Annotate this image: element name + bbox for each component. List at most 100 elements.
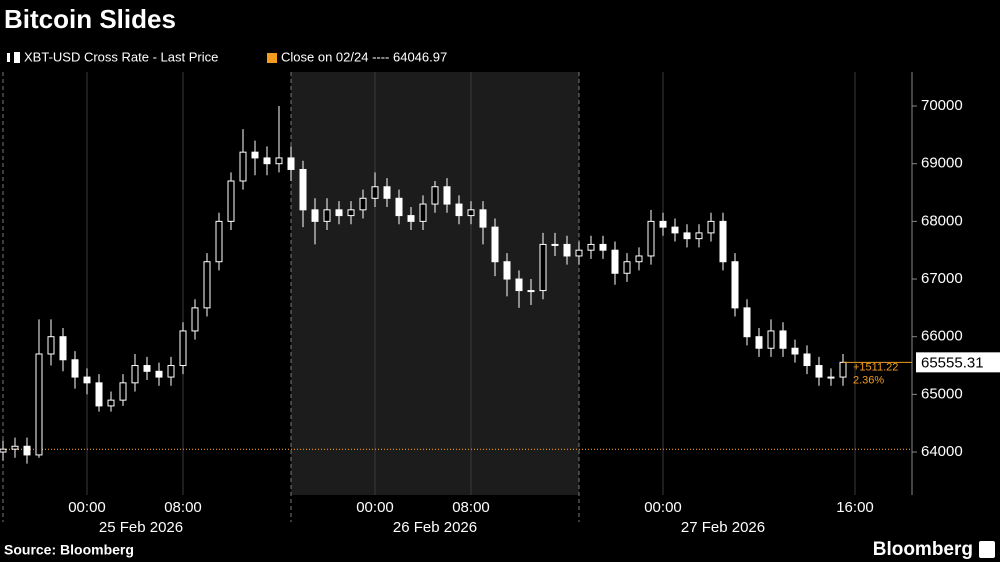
candle-body: [563, 243, 571, 257]
x-tick-label: 00:00: [644, 499, 682, 516]
y-tick-label: 64000: [921, 443, 963, 460]
candle-body: [635, 255, 643, 263]
candle-body: [0, 448, 7, 453]
candle-body: [455, 203, 463, 217]
y-tick-label: 70000: [921, 97, 963, 114]
candle-body: [11, 445, 19, 450]
candle-body: [227, 180, 235, 222]
candle-body: [527, 290, 535, 293]
candle-body: [659, 220, 667, 228]
candle-body: [671, 226, 679, 234]
candle-body: [551, 243, 559, 246]
candle-body: [395, 197, 403, 217]
date-label: 25 Feb 2026: [99, 519, 183, 536]
date-label: 27 Feb 2026: [681, 519, 765, 536]
candle-body: [755, 336, 763, 349]
candle-body: [155, 370, 163, 378]
candle-body: [107, 399, 115, 407]
candle-body: [347, 209, 355, 217]
candle-body: [839, 361, 847, 378]
candle-body: [215, 220, 223, 263]
brand-icon: [979, 541, 995, 558]
x-tick-label: 00:00: [356, 499, 394, 516]
candle-body: [299, 168, 307, 211]
candle-body: [179, 330, 187, 367]
candle-body: [359, 197, 367, 211]
candle-body: [611, 249, 619, 274]
candle-body: [35, 353, 43, 456]
candle-body: [803, 353, 811, 367]
candle-body: [443, 186, 451, 205]
candle-body: [791, 347, 799, 355]
candle-body: [815, 365, 823, 378]
candle-body: [71, 359, 79, 378]
candle-body: [251, 151, 259, 159]
candle-body: [767, 330, 775, 349]
candle-body: [275, 157, 283, 165]
candle-body: [83, 376, 91, 384]
candle-body: [95, 382, 103, 407]
y-tick-label: 65000: [921, 385, 963, 402]
chart-title: Bitcoin Slides: [4, 4, 176, 34]
x-tick-label: 16:00: [836, 499, 874, 516]
candle-body: [323, 209, 331, 222]
candle-body: [119, 382, 127, 401]
candle-body: [731, 261, 739, 309]
y-tick-label: 68000: [921, 212, 963, 229]
candle-body: [647, 220, 655, 257]
candle-body: [575, 249, 583, 257]
candle-body: [779, 330, 787, 349]
candle-body: [23, 445, 31, 456]
candle-body: [191, 307, 199, 332]
candle-body: [203, 261, 211, 309]
candle-body: [719, 220, 727, 263]
candle-body: [587, 243, 595, 251]
y-tick-label: 66000: [921, 328, 963, 345]
change-label: +1511.22: [853, 361, 898, 373]
candle-body: [827, 376, 835, 379]
candle-body: [479, 209, 487, 228]
candle-body: [491, 226, 499, 263]
candle-body: [371, 186, 379, 199]
brand: Bloomberg: [873, 539, 973, 560]
candle-body: [695, 232, 703, 240]
x-tick-label: 08:00: [164, 499, 202, 516]
candle-body: [467, 209, 475, 217]
candle-body: [503, 261, 511, 280]
source: Source: Bloomberg: [4, 542, 134, 558]
change-pct-label: 2.36%: [853, 374, 884, 386]
candle-body: [383, 186, 391, 199]
legend-icon: [14, 52, 20, 63]
candle-body: [239, 151, 247, 182]
plot-area: 00:00 08:00 00:00 08:00 00:00 16:00 25 Feb 202…: [0, 72, 1000, 536]
last-price-box: [916, 352, 1000, 373]
candle-body: [683, 232, 691, 240]
candle-body: [131, 365, 139, 384]
y-tick-label: 69000: [921, 155, 963, 172]
candle-body: [311, 209, 319, 222]
candle-body: [743, 307, 751, 338]
candle-body: [515, 278, 523, 292]
legend-label: Close on 02/24 ---- 64046.97: [281, 49, 447, 64]
candle-body: [407, 215, 415, 222]
legend-swatch: [267, 53, 277, 63]
candle-body: [287, 157, 295, 170]
y-tick-label: 67000: [921, 270, 963, 287]
legend-icon: [7, 53, 10, 62]
legend-label: XBT-USD Cross Rate - Last Price: [24, 49, 218, 64]
x-tick-label: 08:00: [452, 499, 490, 516]
candle-body: [167, 365, 175, 378]
last-price-label: 65555.31: [921, 354, 984, 371]
x-tick-label: 00:00: [68, 499, 106, 516]
candle-body: [143, 365, 151, 372]
candle-body: [419, 203, 427, 222]
candle-body: [335, 209, 343, 217]
candle-body: [599, 243, 607, 251]
candle-body: [623, 261, 631, 274]
candle-body: [263, 157, 271, 165]
candle-body: [431, 186, 439, 205]
date-label: 26 Feb 2026: [393, 519, 477, 536]
candle-body: [59, 336, 67, 361]
shaded-session: [291, 72, 579, 495]
